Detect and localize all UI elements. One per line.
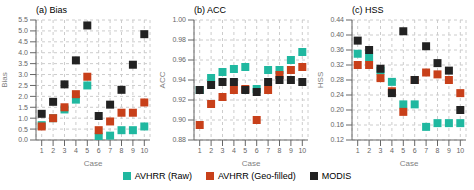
svg-text:0.20: 0.20 <box>330 106 344 113</box>
svg-text:8: 8 <box>278 147 282 154</box>
svg-text:0.5: 0.5 <box>18 126 28 133</box>
svg-text:7: 7 <box>266 147 270 154</box>
svg-text:ACC: ACC <box>158 71 167 88</box>
svg-text:6: 6 <box>255 147 259 154</box>
svg-text:3: 3 <box>221 147 225 154</box>
svg-text:0.98: 0.98 <box>172 36 186 43</box>
svg-text:0.96: 0.96 <box>172 56 186 63</box>
svg-text:0.24: 0.24 <box>330 91 344 98</box>
html-text:(a) Bias: (a) Bias <box>36 5 67 15</box>
svg-text:9: 9 <box>289 147 293 154</box>
svg-text:4: 4 <box>74 147 78 154</box>
svg-text:6: 6 <box>97 147 101 154</box>
svg-text:5.0: 5.0 <box>18 27 28 34</box>
svg-text:5.5: 5.5 <box>18 16 28 23</box>
svg-text:1: 1 <box>40 147 44 154</box>
svg-text:0.44: 0.44 <box>330 16 344 23</box>
svg-text:Case: Case <box>242 159 261 166</box>
svg-text:5: 5 <box>85 147 89 154</box>
svg-text:4.0: 4.0 <box>18 49 28 56</box>
svg-text:0.32: 0.32 <box>330 61 344 68</box>
svg-text:1: 1 <box>198 147 202 154</box>
svg-text:5: 5 <box>243 147 247 154</box>
svg-text:1: 1 <box>356 147 360 154</box>
svg-text:9: 9 <box>447 147 451 154</box>
html-text:(c) HSS: (c) HSS <box>352 5 384 15</box>
svg-text:1.0: 1.0 <box>18 115 28 122</box>
svg-text:2: 2 <box>209 147 213 154</box>
svg-text:9: 9 <box>131 147 135 154</box>
svg-text:1.5: 1.5 <box>18 104 28 111</box>
html-text:AVHRR (Geo-filled): AVHRR (Geo-filled) <box>218 171 296 181</box>
svg-text:4: 4 <box>232 147 236 154</box>
svg-text:0.0: 0.0 <box>18 136 28 143</box>
svg-text:6: 6 <box>413 147 417 154</box>
svg-text:5: 5 <box>401 147 405 154</box>
html-text:MODIS: MODIS <box>321 171 352 181</box>
html-text:(b) ACC: (b) ACC <box>194 5 226 15</box>
svg-text:3: 3 <box>63 147 67 154</box>
svg-text:0.28: 0.28 <box>330 76 344 83</box>
svg-text:0.94: 0.94 <box>172 76 186 83</box>
svg-text:1.00: 1.00 <box>172 16 186 23</box>
svg-text:0.16: 0.16 <box>330 121 344 128</box>
svg-text:10: 10 <box>456 147 464 154</box>
svg-text:2.5: 2.5 <box>18 82 28 89</box>
svg-text:10: 10 <box>298 147 306 154</box>
svg-text:0.40: 0.40 <box>330 31 344 38</box>
svg-text:Case: Case <box>84 159 103 166</box>
svg-text:2: 2 <box>367 147 371 154</box>
svg-text:4: 4 <box>390 147 394 154</box>
svg-text:0.36: 0.36 <box>330 46 344 53</box>
svg-text:Case: Case <box>400 159 419 166</box>
svg-text:0.92: 0.92 <box>172 96 186 103</box>
svg-text:8: 8 <box>436 147 440 154</box>
svg-text:2.0: 2.0 <box>18 93 28 100</box>
svg-text:0.12: 0.12 <box>330 136 344 143</box>
svg-text:7: 7 <box>108 147 112 154</box>
svg-text:HSS: HSS <box>316 72 325 88</box>
svg-text:7: 7 <box>424 147 428 154</box>
svg-text:4.5: 4.5 <box>18 38 28 45</box>
svg-text:10: 10 <box>140 147 148 154</box>
svg-text:0.90: 0.90 <box>172 116 186 123</box>
svg-text:0.88: 0.88 <box>172 136 186 143</box>
svg-text:2: 2 <box>51 147 55 154</box>
svg-text:3.5: 3.5 <box>18 60 28 67</box>
svg-text:3: 3 <box>379 147 383 154</box>
svg-text:8: 8 <box>120 147 124 154</box>
html-text:AVHRR (Raw): AVHRR (Raw) <box>134 171 192 181</box>
svg-text:Bias: Bias <box>0 72 9 88</box>
svg-text:3.0: 3.0 <box>18 71 28 78</box>
